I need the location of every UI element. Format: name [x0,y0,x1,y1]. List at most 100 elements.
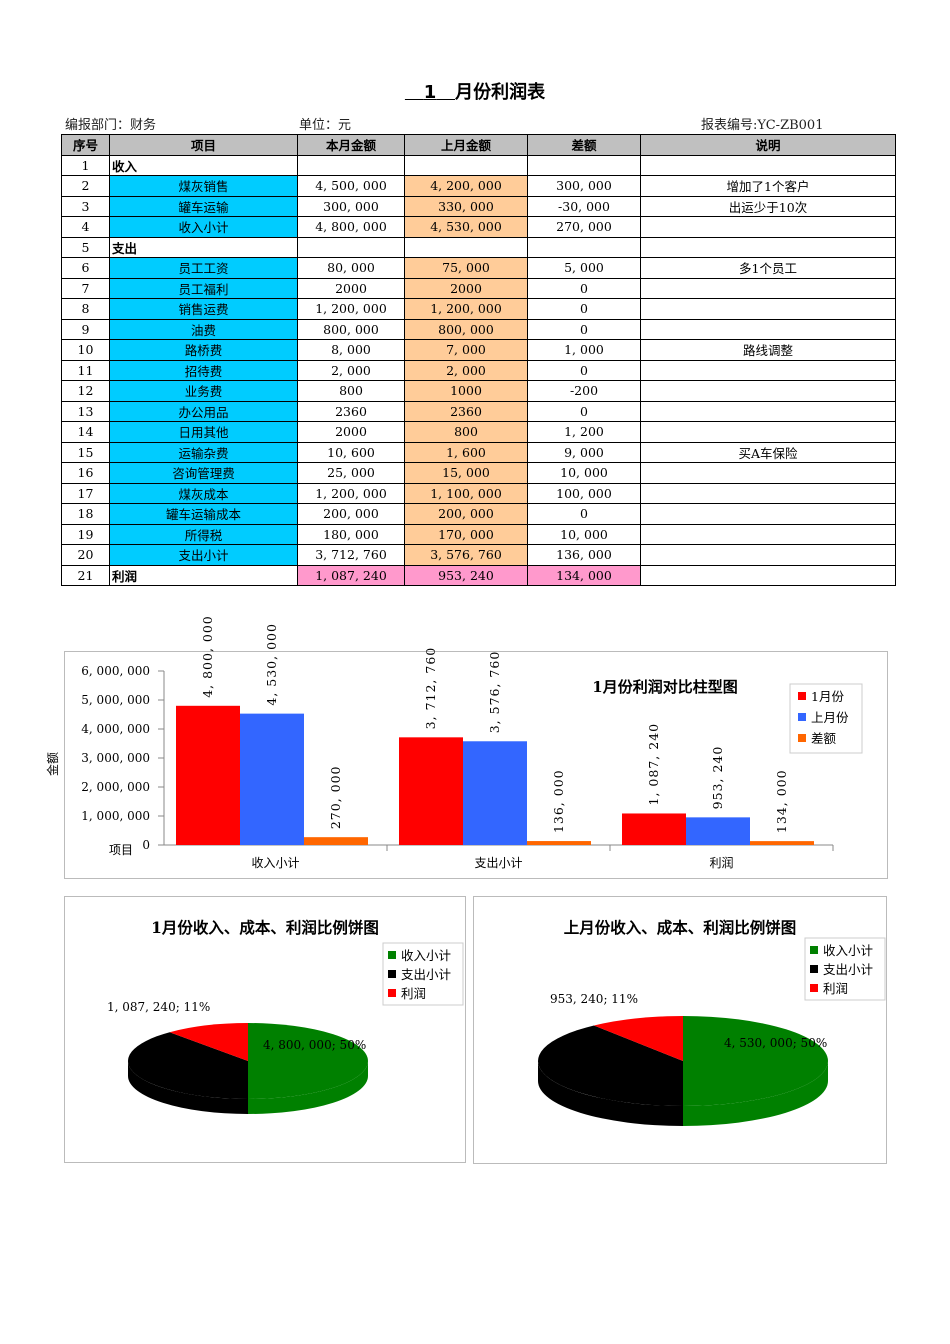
last-month-amount: 4, 530, 000 [404,216,528,238]
column-header: 上月金额 [404,134,528,156]
note: 增加了1个客户 [640,175,896,197]
bar-data-label: 3, 712, 760 [423,647,438,730]
table-row: 9 油费 800, 000 800, 000 0 [61,318,896,340]
table-row: 17 煤灰成本 1, 200, 000 1, 100, 000 100, 000 [61,482,896,504]
row-number: 4 [61,216,110,238]
note [640,277,896,299]
legend-swatch [388,970,396,978]
pie-side [683,1061,828,1126]
last-month-amount: 2360 [404,400,528,422]
item-name: 收入 [109,154,298,176]
pie-chart-last-month: 上月份收入、成本、利润比例饼图 4, 530, 000; 50% 953, 240;… [473,896,887,1164]
pie-side [538,1061,683,1126]
this-month-amount [297,236,405,258]
bar-data-label: 1, 087, 240 [646,723,661,806]
this-month-amount: 2000 [297,277,405,299]
chart-title: 上月份收入、成本、利润比例饼图 [564,918,797,937]
last-month-amount: 953, 240 [404,564,528,586]
pie-data-label: 1, 087, 240; 11% [107,1000,210,1014]
table-row: 6 员工工资 80, 000 75, 000 5, 000 多1个员工 [61,257,896,279]
note [640,298,896,320]
row-number: 9 [61,318,110,340]
item-name: 销售运费 [109,298,298,320]
item-name: 罐车运输 [109,195,298,217]
difference: 300, 000 [527,175,641,197]
note [640,503,896,525]
item-name: 支出 [109,236,298,258]
note [640,400,896,422]
row-number: 18 [61,503,110,525]
note [640,421,896,443]
row-number: 13 [61,400,110,422]
this-month-amount: 1, 200, 000 [297,482,405,504]
bar-data-label: 4, 530, 000 [264,623,279,706]
table-row: 4 收入小计 4, 800, 000 4, 530, 000 270, 000 [61,216,896,238]
last-month-amount [404,236,528,258]
legend-label: 差额 [811,731,837,746]
item-name: 业务费 [109,380,298,402]
last-month-amount: 1000 [404,380,528,402]
difference: 134, 000 [527,564,641,586]
note [640,318,896,340]
item-name: 罐车运输成本 [109,503,298,525]
item-name: 运输杂费 [109,441,298,463]
table-row: 5 支出 [61,236,896,258]
difference: 0 [527,318,641,340]
dept-label: 编报部门：财务 [65,118,157,133]
pie-slice [128,1032,248,1099]
bar [463,741,527,845]
report-code: 报表编号:YC-ZB001 [701,118,824,133]
legend-label: 1月份 [811,689,844,704]
this-month-amount: 25, 000 [297,462,405,484]
difference: 1, 000 [527,339,641,361]
note: 买A车保险 [640,441,896,463]
legend-label: 利润 [823,981,848,996]
pie-slice [593,1016,683,1061]
table-row: 13 办公用品 2360 2360 0 [61,400,896,422]
legend-label: 支出小计 [823,962,873,977]
last-month-amount: 2, 000 [404,359,528,381]
difference: 1, 200 [527,421,641,443]
row-number: 10 [61,339,110,361]
column-header: 本月金额 [297,134,405,156]
note [640,359,896,381]
difference: 10, 000 [527,462,641,484]
item-name: 员工工资 [109,257,298,279]
difference: 136, 000 [527,544,641,566]
last-month-amount: 4, 200, 000 [404,175,528,197]
item-name: 油费 [109,318,298,340]
item-name: 办公用品 [109,400,298,422]
bar [304,837,368,845]
this-month-amount: 180, 000 [297,523,405,545]
title-month: 1 [423,82,437,103]
difference: 10, 000 [527,523,641,545]
last-month-amount: 2000 [404,277,528,299]
row-number: 14 [61,421,110,443]
pie-slice [683,1016,828,1106]
column-header: 项目 [109,134,298,156]
y-tick-label: 6, 000, 000 [81,664,150,678]
row-number: 12 [61,380,110,402]
x-tick-label: 支出小计 [474,856,522,870]
this-month-amount: 800 [297,380,405,402]
y-tick-label: 5, 000, 000 [81,693,150,707]
item-name: 煤灰销售 [109,175,298,197]
item-name: 咨询管理费 [109,462,298,484]
item-name: 利润 [109,564,298,586]
difference [527,154,641,176]
legend-label: 收入小计 [823,943,873,958]
last-month-amount [404,154,528,176]
bar [750,841,814,845]
table-row: 12 业务费 800 1000 -200 [61,380,896,402]
note [640,564,896,586]
legend-swatch [798,734,806,742]
row-number: 21 [61,564,110,586]
difference: 9, 000 [527,441,641,463]
bar-data-label: 270, 000 [328,765,343,829]
this-month-amount: 300, 000 [297,195,405,217]
y-axis-label: 金额 [45,752,60,776]
this-month-amount: 2, 000 [297,359,405,381]
this-month-amount: 1, 087, 240 [297,564,405,586]
row-number: 7 [61,277,110,299]
table-row: 3 罐车运输 300, 000 330, 000 -30, 000 出运少于10次 [61,195,896,217]
